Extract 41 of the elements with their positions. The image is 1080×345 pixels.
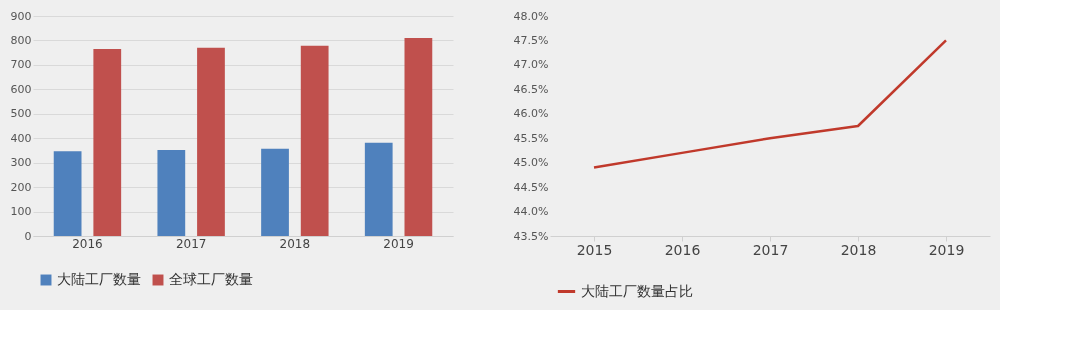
y-tick-label: 47.5% <box>513 33 549 47</box>
x-tick-label: 2019 <box>383 236 414 251</box>
y-tick-label: 46.0% <box>513 107 549 121</box>
y-tick-label: 200 <box>10 180 32 194</box>
y-tick-label: 45.0% <box>513 156 549 170</box>
y-tick-label: 44.0% <box>513 205 549 219</box>
bar <box>364 142 393 236</box>
x-tick-label: 2018 <box>279 236 311 251</box>
bar <box>404 38 433 236</box>
x-tick-label: 2016 <box>72 236 103 251</box>
bar <box>261 148 289 236</box>
y-tick-label: 46.5% <box>513 82 549 96</box>
y-tick-label: 47.0% <box>513 58 549 72</box>
line-series <box>592 39 948 169</box>
y-tick-label: 500 <box>10 107 32 121</box>
x-tick-label: 2015 <box>576 241 613 258</box>
bar <box>300 45 329 236</box>
y-tick-label: 45.5% <box>513 131 549 145</box>
y-tick-label: 43.5% <box>513 229 549 243</box>
y-tick-label: 48.0% <box>513 9 549 23</box>
bar <box>157 149 186 236</box>
y-tick-label: 600 <box>10 82 32 96</box>
y-tick-label: 800 <box>10 33 32 47</box>
y-tick-label: 400 <box>10 131 32 145</box>
x-tick-label: 2016 <box>664 241 701 258</box>
legend-label: 大陆工厂数量占比 <box>581 282 693 299</box>
x-tick-label: 2018 <box>840 241 877 258</box>
y-tick-label: 300 <box>10 156 32 170</box>
legend-label: 全球工厂数量 <box>169 271 253 287</box>
y-tick-label: 900 <box>10 9 32 23</box>
x-tick-label: 2017 <box>752 241 789 258</box>
y-tick-label: 0 <box>24 229 32 243</box>
bar <box>197 47 225 236</box>
x-tick-label: 2017 <box>175 236 207 251</box>
legend-label: 大陆工厂数量 <box>57 271 141 287</box>
bar <box>93 49 122 236</box>
y-tick-label: 100 <box>10 205 32 219</box>
bar <box>53 151 82 236</box>
x-tick-label: 2019 <box>928 241 965 258</box>
y-tick-label: 44.5% <box>513 180 549 194</box>
y-tick-label: 700 <box>10 58 32 72</box>
